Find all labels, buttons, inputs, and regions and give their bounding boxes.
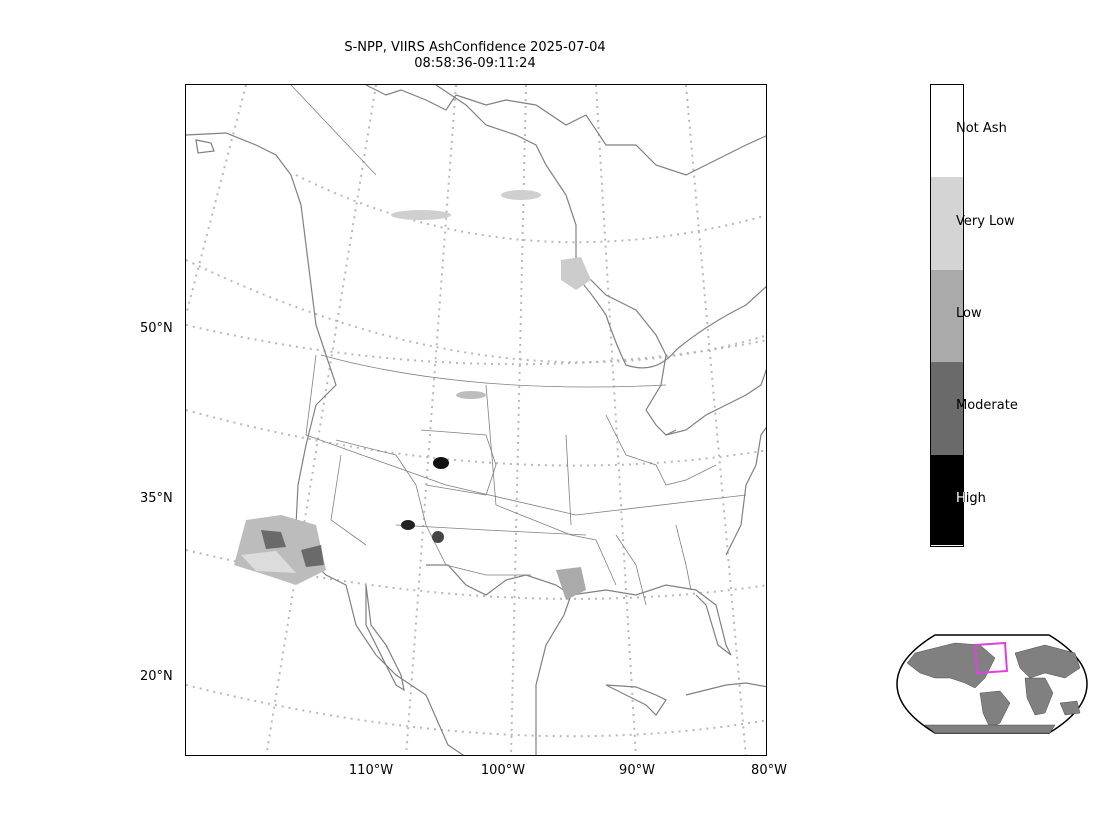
globe-continents — [906, 642, 1081, 734]
arctic-islands — [365, 85, 457, 111]
great-lakes — [605, 414, 717, 486]
australia-shape — [1059, 700, 1081, 716]
yukon-border — [290, 85, 377, 176]
labrador-coast — [565, 264, 766, 369]
globe-locator-inset — [895, 633, 1089, 739]
lon-label-100w: 100°W — [480, 763, 526, 778]
canada-ash-verylow — [391, 210, 451, 220]
colorbar-label-not-ash: Not Ash — [956, 121, 1007, 136]
map-title: S-NPP, VIIRS AshConfidence 2025-07-04 08… — [300, 40, 650, 72]
lon-line-110 — [265, 85, 377, 755]
colorbar-low — [931, 270, 963, 362]
colorbar — [930, 84, 964, 547]
cuba — [605, 684, 667, 716]
title-line-2: 08:58:36-09:11:24 — [414, 56, 536, 71]
pacific-ash-moderate — [261, 530, 286, 549]
lat-line-20 — [186, 684, 766, 738]
lon-line-130 — [186, 85, 247, 316]
ash-swath — [234, 190, 591, 600]
nunavut-ash-verylow — [501, 190, 541, 200]
hudson-ash-verylow — [561, 257, 591, 290]
eurasia-shape — [1014, 644, 1081, 679]
colorbar-label-high: High — [956, 491, 986, 506]
gulf-coast-mexico — [426, 564, 572, 755]
alaska-island — [195, 139, 215, 154]
state-line-north — [305, 354, 747, 516]
east-coast — [725, 426, 766, 556]
globe-locator-map — [896, 634, 1088, 734]
prairie-ash-low — [456, 391, 486, 399]
hudson-bay — [435, 85, 677, 436]
map-canvas — [186, 85, 766, 755]
maritime-coast — [665, 368, 766, 436]
graticule — [186, 85, 766, 755]
pacific-ash-verylow — [241, 551, 296, 573]
colorbar-moderate — [931, 362, 963, 455]
lon-line-100a — [405, 85, 457, 755]
colorbar-label-very-low: Very Low — [956, 214, 1015, 229]
political-borders — [290, 85, 747, 606]
lon-label-80w: 80°W — [751, 763, 787, 778]
lat-line-50 — [186, 324, 766, 366]
minnesota-line — [565, 434, 572, 526]
colorbar-very-low — [931, 177, 963, 270]
arctic-coast — [455, 94, 766, 176]
lat-label-35: 35°N — [140, 491, 173, 506]
colorbar-high — [931, 455, 963, 545]
antarctica-shape — [924, 724, 1056, 734]
four-corners-line — [395, 524, 587, 536]
colorbar-not-ash — [931, 85, 963, 177]
west-coast — [186, 132, 465, 755]
mississippi-line — [615, 534, 647, 606]
coastlines — [186, 85, 766, 755]
baja-peninsula — [365, 584, 405, 692]
lat-line-40 — [186, 409, 766, 467]
texas-ash-low — [556, 567, 586, 600]
utah-ash-high — [401, 520, 415, 530]
locator-box — [973, 641, 1009, 675]
colorbar-label-moderate: Moderate — [956, 398, 1018, 413]
map-panel[interactable] — [185, 84, 767, 756]
wyoming-ash-high — [433, 457, 449, 469]
us-canada-border — [320, 354, 667, 388]
plains-line — [485, 384, 617, 586]
nevada-line — [330, 454, 367, 546]
africa-shape — [1024, 677, 1054, 716]
wyoming-outline — [420, 429, 497, 496]
lon-label-110w: 110°W — [348, 763, 394, 778]
arizona-ash-moderate — [432, 531, 444, 543]
pacific-ash-moderate-2 — [301, 545, 324, 567]
lon-label-90w: 90°W — [619, 763, 655, 778]
lat-label-50: 50°N — [140, 321, 173, 336]
south-america-shape — [979, 690, 1011, 729]
state-line-mid — [335, 439, 531, 576]
lat-label-20: 20°N — [140, 669, 173, 684]
lon-line-80 — [685, 85, 747, 755]
lon-line-100 — [510, 85, 527, 755]
title-line-1: S-NPP, VIIRS AshConfidence 2025-07-04 — [344, 40, 606, 55]
lon-line-90 — [595, 85, 637, 755]
hispaniola — [685, 682, 766, 696]
colorbar-label-low: Low — [956, 306, 982, 321]
gulf-coast-us — [570, 584, 732, 656]
georgia-line — [675, 524, 692, 591]
lat-line-60 — [295, 174, 766, 244]
